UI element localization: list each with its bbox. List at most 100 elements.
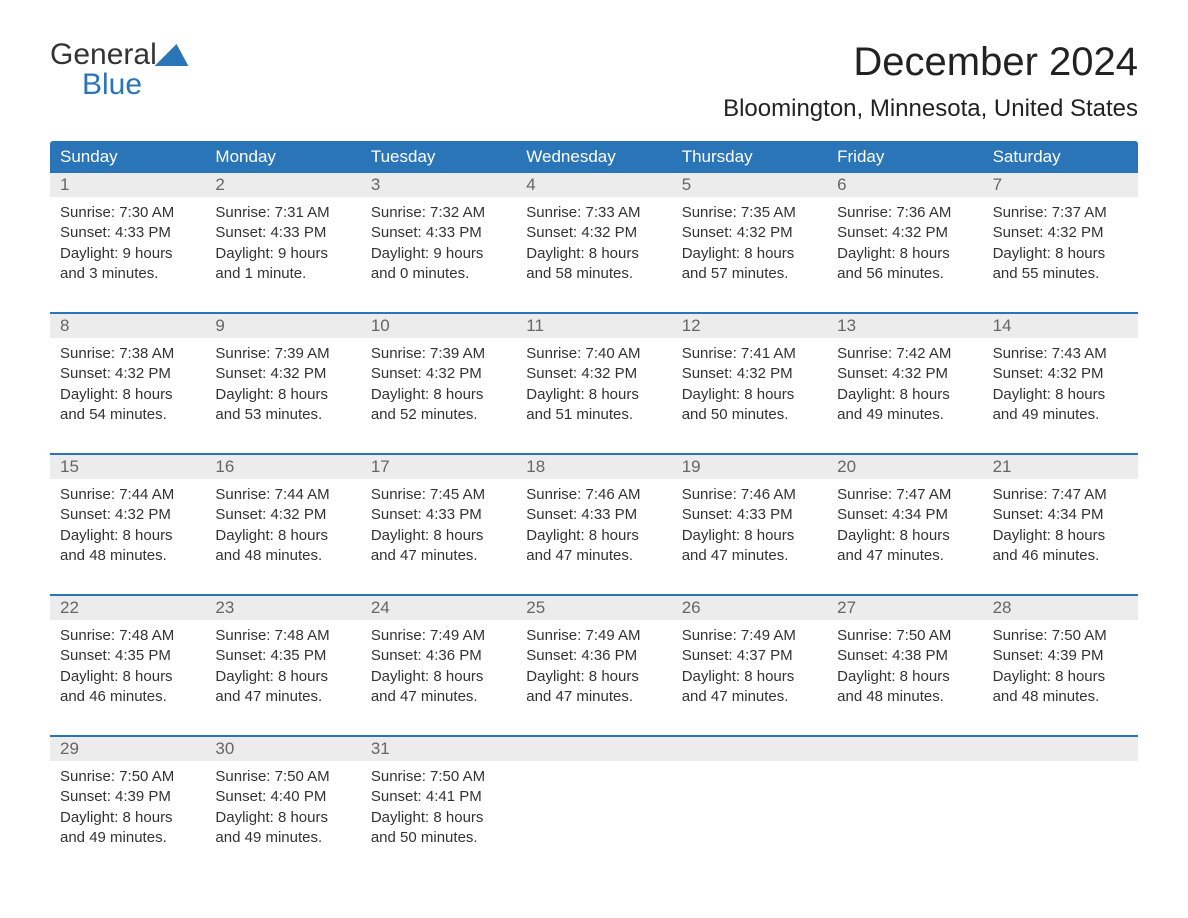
day-cell: Sunrise: 7:38 AMSunset: 4:32 PMDaylight:… (50, 338, 205, 429)
daylight-line-2: and 3 minutes. (60, 264, 195, 284)
header: General Blue December 2024 Bloomington, … (50, 40, 1138, 123)
sunrise-line: Sunrise: 7:48 AM (215, 626, 350, 646)
daylight-line: Daylight: 8 hours (526, 667, 661, 687)
sunset-line: Sunset: 4:33 PM (371, 505, 506, 525)
day-cell (516, 761, 671, 852)
day-number: 16 (205, 455, 360, 479)
daylight-line-2: and 47 minutes. (682, 546, 817, 566)
day-number: 24 (361, 596, 516, 620)
week-spacer (50, 711, 1138, 735)
day-cell: Sunrise: 7:36 AMSunset: 4:32 PMDaylight:… (827, 197, 982, 288)
daylight-line-2: and 47 minutes. (371, 546, 506, 566)
day-number: 4 (516, 173, 671, 197)
sunset-line: Sunset: 4:32 PM (837, 223, 972, 243)
sunrise-line: Sunrise: 7:50 AM (993, 626, 1128, 646)
sunset-line: Sunset: 4:36 PM (526, 646, 661, 666)
daylight-line-2: and 52 minutes. (371, 405, 506, 425)
daynum-strip: 15161718192021 (50, 455, 1138, 479)
sunset-line: Sunset: 4:33 PM (215, 223, 350, 243)
day-number: 14 (983, 314, 1138, 338)
day-number: 21 (983, 455, 1138, 479)
sunrise-line: Sunrise: 7:41 AM (682, 344, 817, 364)
location: Bloomington, Minnesota, United States (723, 95, 1138, 123)
day-cell: Sunrise: 7:30 AMSunset: 4:33 PMDaylight:… (50, 197, 205, 288)
day-content-row: Sunrise: 7:50 AM Sunset: 4:39 PM Daylight:… (50, 761, 1138, 852)
day-number: 6 (827, 173, 982, 197)
day-number: 18 (516, 455, 671, 479)
sunset-line: Sunset: 4:39 PM (993, 646, 1128, 666)
sunrise-line: Sunrise: 7:39 AM (215, 344, 350, 364)
sunrise-line: Sunrise: 7:33 AM (526, 203, 661, 223)
daylight-line-2: and 48 minutes. (993, 687, 1128, 707)
dow-cell: Friday (827, 141, 982, 173)
day-cell (827, 761, 982, 852)
day-number: 22 (50, 596, 205, 620)
day-number: 31 (361, 737, 516, 761)
sunrise-line: Sunrise: 7:47 AM (837, 485, 972, 505)
daylight-line-2: and 56 minutes. (837, 264, 972, 284)
sunrise-line: Sunrise: 7:44 AM (215, 485, 350, 505)
day-cell: Sunrise: 7:48 AMSunset: 4:35 PMDaylight:… (205, 620, 360, 711)
sunrise-line: Sunrise: 7:49 AM (526, 626, 661, 646)
dow-cell: Sunday (50, 141, 205, 173)
day-number: 30 (205, 737, 360, 761)
daylight-line: Daylight: 8 hours (837, 667, 972, 687)
daylight-line: Daylight: 8 hours (682, 385, 817, 405)
sunset-line: Sunset: 4:32 PM (993, 364, 1128, 384)
sunset-line: Sunset: 4:36 PM (371, 646, 506, 666)
day-cell: Sunrise: 7:31 AMSunset: 4:33 PMDaylight:… (205, 197, 360, 288)
daylight-line: Daylight: 8 hours (371, 667, 506, 687)
sunrise-line: Sunrise: 7:35 AM (682, 203, 817, 223)
day-cell: Sunrise: 7:46 AMSunset: 4:33 PMDaylight:… (672, 479, 827, 570)
daylight-line-2: and 46 minutes. (60, 687, 195, 707)
daylight-line: Daylight: 8 hours (837, 385, 972, 405)
dow-cell: Saturday (983, 141, 1138, 173)
day-cell: Sunrise: 7:39 AMSunset: 4:32 PMDaylight:… (361, 338, 516, 429)
day-cell: Sunrise: 7:47 AMSunset: 4:34 PMDaylight:… (827, 479, 982, 570)
sunset-line: Sunset: 4:35 PM (60, 646, 195, 666)
day-cell: Sunrise: 7:33 AMSunset: 4:32 PMDaylight:… (516, 197, 671, 288)
day-number (672, 737, 827, 761)
day-cell: Sunrise: 7:44 AMSunset: 4:32 PMDaylight:… (50, 479, 205, 570)
sunrise-line: Sunrise: 7:39 AM (371, 344, 506, 364)
daylight-line-2: and 47 minutes. (526, 687, 661, 707)
day-cell (983, 761, 1138, 852)
day-cell: Sunrise: 7:43 AMSunset: 4:32 PMDaylight:… (983, 338, 1138, 429)
day-cell: Sunrise: 7:50 AMSunset: 4:40 PMDaylight:… (205, 761, 360, 852)
sunset-line: Sunset: 4:37 PM (682, 646, 817, 666)
daylight-line: Daylight: 9 hours (371, 244, 506, 264)
sunrise-line: Sunrise: 7:49 AM (371, 626, 506, 646)
daylight-line-2: and 57 minutes. (682, 264, 817, 284)
daylight-line: Daylight: 8 hours (215, 808, 350, 828)
sunset-line: Sunset: 4:32 PM (371, 364, 506, 384)
sunset-line: Sunset: 4:34 PM (837, 505, 972, 525)
day-number: 19 (672, 455, 827, 479)
sunset-line: Sunset: 4:32 PM (215, 364, 350, 384)
daylight-line-2: and 47 minutes. (215, 687, 350, 707)
sunset-line: Sunset: 4:33 PM (60, 223, 195, 243)
day-number: 1 (50, 173, 205, 197)
daylight-line: Daylight: 9 hours (215, 244, 350, 264)
day-content-row: Sunrise: 7:44 AMSunset: 4:32 PMDaylight:… (50, 479, 1138, 570)
day-cell: Sunrise: 7:46 AMSunset: 4:33 PMDaylight:… (516, 479, 671, 570)
sunrise-line: Sunrise: 7:36 AM (837, 203, 972, 223)
week-spacer (50, 429, 1138, 453)
sunrise-line: Sunrise: 7:38 AM (60, 344, 195, 364)
day-cell: Sunrise: 7:50 AMSunset: 4:41 PMDaylight:… (361, 761, 516, 852)
day-number: 25 (516, 596, 671, 620)
day-cell: Sunrise: 7:44 AMSunset: 4:32 PMDaylight:… (205, 479, 360, 570)
sunrise-line: Sunrise: 7:37 AM (993, 203, 1128, 223)
daylight-line-2: and 55 minutes. (993, 264, 1128, 284)
sunrise-line: Sunrise: 7:50 AM (371, 767, 506, 787)
sunset-line: Sunset: 4:33 PM (371, 223, 506, 243)
day-number: 27 (827, 596, 982, 620)
day-number: 10 (361, 314, 516, 338)
day-number: 23 (205, 596, 360, 620)
day-cell: Sunrise: 7:50 AMSunset: 4:38 PMDaylight:… (827, 620, 982, 711)
day-number: 12 (672, 314, 827, 338)
sunset-line: Sunset: 4:39 PM (60, 787, 195, 807)
sunrise-line: Sunrise: 7:32 AM (371, 203, 506, 223)
day-cell: Sunrise: 7:45 AMSunset: 4:33 PMDaylight:… (361, 479, 516, 570)
daylight-line: Daylight: 8 hours (215, 385, 350, 405)
daylight-line-2: and 48 minutes. (215, 546, 350, 566)
